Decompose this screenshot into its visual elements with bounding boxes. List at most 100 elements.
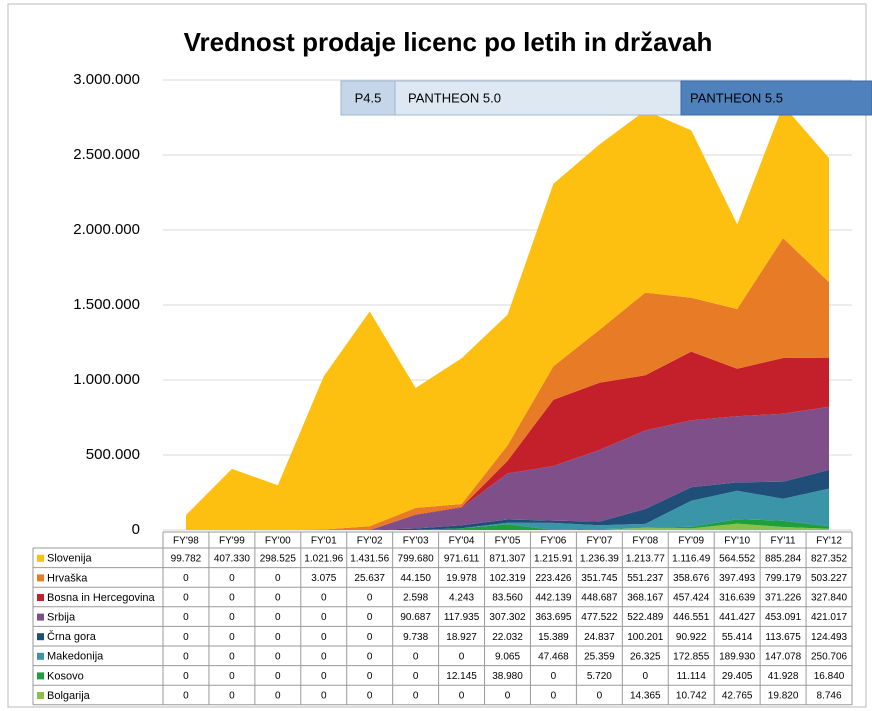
- table-cell: 0: [229, 651, 235, 662]
- table-cell: 0: [275, 691, 281, 702]
- band-label: P4.5: [355, 90, 382, 105]
- table-cell: 0: [183, 612, 189, 623]
- table-cell: 42.765: [722, 691, 753, 702]
- x-tick-label: FY'10: [724, 536, 750, 547]
- table-cell: 522.489: [627, 612, 664, 623]
- table-cell: 0: [367, 632, 373, 643]
- table-cell: 15.389: [538, 632, 569, 643]
- x-tick-label: FY'02: [357, 536, 383, 547]
- table-cell: 0: [275, 573, 281, 584]
- table-cell: 564.552: [719, 553, 756, 564]
- table-cell: 0: [413, 651, 419, 662]
- table-cell: 0: [597, 691, 603, 702]
- area: [186, 351, 829, 530]
- table-cell: 446.551: [673, 612, 710, 623]
- x-tick-label: FY'05: [495, 536, 521, 547]
- y-tick-label: 2.500.000: [73, 146, 140, 163]
- table-cell: 1.215.91: [534, 553, 573, 564]
- legend-swatch: [37, 554, 44, 562]
- table-cell: 1.236.39: [580, 553, 619, 564]
- band-label: PANTHEON 5.5: [690, 90, 783, 105]
- table-cell: 448.687: [581, 593, 618, 604]
- table-cell: 117.935: [444, 612, 480, 623]
- table-cell: 551.237: [627, 573, 664, 584]
- x-tick-label: FY'06: [541, 536, 567, 547]
- table-cell: 0: [229, 593, 235, 604]
- table-cell: 371.226: [765, 593, 802, 604]
- table-cell: 41.928: [768, 671, 799, 682]
- table-cell: 113.675: [765, 632, 801, 643]
- table-cell: 124.493: [811, 632, 848, 643]
- version-bands: P4.5 PANTHEON 5.0 PANTHEON 5.5: [340, 80, 872, 116]
- table-cell: 0: [275, 632, 281, 643]
- x-tick-label: FY'01: [311, 536, 337, 547]
- table-cell: 0: [321, 632, 327, 643]
- table-cell: 441.427: [719, 612, 756, 623]
- table-cell: 100.201: [627, 632, 664, 643]
- band: [680, 80, 872, 116]
- table-cell: 0: [321, 691, 327, 702]
- table-cell: 885.284: [765, 553, 802, 564]
- table-cell: 172.855: [673, 651, 710, 662]
- band-label: PANTHEON 5.0: [408, 90, 501, 105]
- y-tick-label: 500.000: [86, 446, 140, 463]
- band: [340, 80, 396, 116]
- table-cell: 453.091: [765, 612, 802, 623]
- table-cell: 1.213.77: [626, 553, 665, 564]
- x-tick-label: FY'99: [219, 536, 245, 547]
- table-cell: 0: [551, 671, 557, 682]
- table-cell: 0: [183, 593, 189, 604]
- table-cell: 22.032: [492, 632, 523, 643]
- legend-label: Makedonija: [47, 651, 104, 663]
- table-cell: 351.745: [581, 573, 618, 584]
- x-tick-label: FY'98: [173, 536, 199, 547]
- table-cell: 90.922: [676, 632, 707, 643]
- table-cell: 16.840: [814, 671, 845, 682]
- table-cell: 0: [459, 691, 465, 702]
- table-cell: 90.687: [400, 612, 431, 623]
- chart-title: Vrednost prodaje licenc po letih in drža…: [184, 27, 713, 57]
- table-cell: 0: [321, 593, 327, 604]
- table-cell: 298.525: [260, 553, 297, 564]
- table-cell: 1.021.96: [304, 553, 343, 564]
- table-cell: 10.742: [676, 691, 707, 702]
- table-cell: 358.676: [673, 573, 710, 584]
- table-cell: 12.145: [446, 671, 477, 682]
- table-cell: 363.695: [535, 612, 572, 623]
- table-cell: 407.330: [214, 553, 251, 564]
- table-cell: 421.017: [811, 612, 848, 623]
- table-cell: 0: [551, 691, 557, 702]
- table-cell: 5.720: [587, 671, 612, 682]
- table-cell: 99.782: [171, 553, 202, 564]
- table-cell: 29.405: [722, 671, 753, 682]
- table-cell: 19.978: [446, 573, 477, 584]
- table-cell: 0: [413, 691, 419, 702]
- table-cell: 368.167: [627, 593, 664, 604]
- table-cell: 3.075: [311, 573, 336, 584]
- table-cell: 0: [275, 593, 281, 604]
- table-cell: 2.598: [403, 593, 428, 604]
- table-cell: 0: [183, 651, 189, 662]
- y-tick-label: 1.000.000: [73, 371, 140, 388]
- table-cell: 0: [321, 612, 327, 623]
- table-cell: 316.639: [719, 593, 756, 604]
- table-cell: 799.680: [398, 553, 435, 564]
- table-cell: 0: [229, 671, 235, 682]
- area: [186, 238, 829, 530]
- y-tick-label: 0: [132, 521, 140, 538]
- table-cell: 0: [275, 651, 281, 662]
- table-cell: 503.227: [811, 573, 848, 584]
- table-cell: 0: [275, 612, 281, 623]
- area: [186, 488, 829, 530]
- table-cell: 83.560: [492, 593, 523, 604]
- legend-label: Hrvaška: [47, 572, 88, 584]
- legend-swatch: [37, 672, 44, 680]
- band: [394, 80, 682, 116]
- table-cell: 14.365: [630, 691, 661, 702]
- area: [186, 406, 829, 530]
- table-cell: 0: [367, 612, 373, 623]
- table-cell: 47.468: [538, 651, 569, 662]
- plot-area: 0 500.000 1.000.000 1.500.000 2.000.000 2.500…: [73, 71, 852, 538]
